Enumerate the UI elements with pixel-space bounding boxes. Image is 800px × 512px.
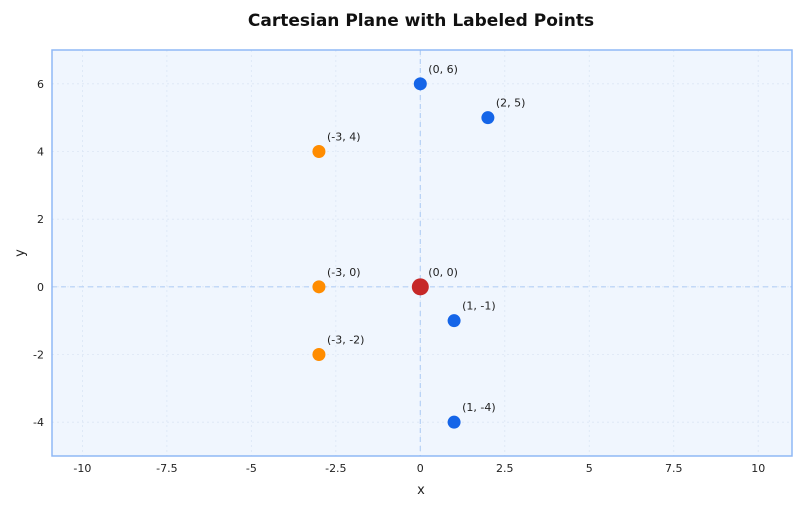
x-tick-label: 7.5 xyxy=(665,462,683,475)
y-ticks: -4 -2 0 2 4 6 xyxy=(33,78,44,429)
point-label: (1, -1) xyxy=(462,300,496,313)
y-tick-label: -2 xyxy=(33,349,44,362)
x-tick-label: -7.5 xyxy=(156,462,177,475)
point-label: (-3, 4) xyxy=(327,131,361,144)
data-point xyxy=(312,280,326,294)
plot-frame xyxy=(51,49,793,457)
data-point xyxy=(447,314,461,328)
x-tick-label: 10 xyxy=(751,462,765,475)
points: (0, 6) (2, 5) (-3, 4) (-3, 0) (0, 0) (1, -1) (… xyxy=(312,63,525,429)
point-label: (2, 5) xyxy=(496,97,526,110)
y-tick-label: -4 xyxy=(33,416,44,429)
point-label: (1, -4) xyxy=(462,401,496,414)
x-tick-label: 2.5 xyxy=(496,462,514,475)
y-axis-label: y xyxy=(13,249,28,257)
plot-area xyxy=(52,50,792,456)
data-point xyxy=(447,415,461,429)
x-tick-label: 0 xyxy=(417,462,424,475)
point-label: (-3, -2) xyxy=(327,334,365,347)
x-tick-label: -10 xyxy=(73,462,91,475)
y-tick-label: 6 xyxy=(37,78,44,91)
x-ticks: -10 -7.5 -5 -2.5 0 2.5 5 7.5 10 xyxy=(73,462,765,475)
y-tick-label: 0 xyxy=(37,281,44,294)
x-axis-label: x xyxy=(417,483,425,498)
data-point xyxy=(413,77,427,91)
x-tick-label: 5 xyxy=(586,462,593,475)
x-tick-label: -5 xyxy=(246,462,257,475)
y-tick-label: 4 xyxy=(37,146,44,159)
data-point xyxy=(312,348,326,361)
data-point xyxy=(411,278,429,296)
y-tick-label: 2 xyxy=(37,213,44,226)
point-label: (0, 0) xyxy=(428,266,458,279)
point-label: (-3, 0) xyxy=(327,266,361,279)
point-label: (0, 6) xyxy=(428,63,458,76)
chart-title: Cartesian Plane with Labeled Points xyxy=(248,11,594,31)
data-point xyxy=(481,111,495,125)
data-point xyxy=(312,145,326,158)
x-tick-label: -2.5 xyxy=(325,462,346,475)
